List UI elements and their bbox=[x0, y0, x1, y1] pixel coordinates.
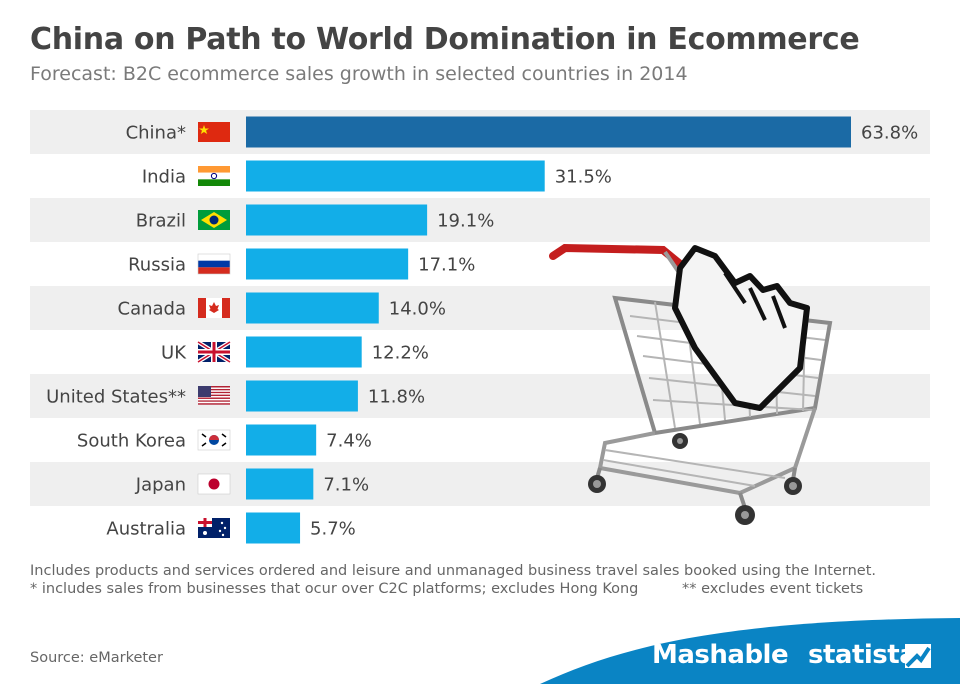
data-label: 11.8% bbox=[368, 387, 425, 408]
data-label: 17.1% bbox=[418, 255, 475, 276]
data-label: 5.7% bbox=[310, 519, 356, 540]
row-stripe bbox=[30, 462, 930, 506]
bar bbox=[246, 116, 851, 148]
footnote-scope: Includes products and services ordered a… bbox=[30, 563, 876, 579]
china-flag-icon bbox=[198, 122, 230, 142]
uk-flag-icon bbox=[196, 340, 232, 364]
data-label: 31.5% bbox=[555, 167, 612, 188]
bar bbox=[246, 424, 317, 456]
chart-title: China on Path to World Domination in Eco… bbox=[30, 22, 860, 57]
bar bbox=[246, 160, 545, 192]
bar bbox=[246, 336, 362, 368]
row-stripe bbox=[30, 198, 930, 242]
data-label: 19.1% bbox=[437, 211, 494, 232]
footnote-china: * includes sales from businesses that oc… bbox=[30, 581, 639, 597]
data-label: 7.4% bbox=[326, 431, 372, 452]
mashable-logo[interactable]: Mashable bbox=[652, 640, 789, 670]
canada-flag-icon bbox=[198, 298, 230, 318]
category-label: Russia bbox=[128, 255, 186, 276]
category-label: Japan bbox=[135, 475, 186, 496]
chart-subtitle: Forecast: B2C ecommerce sales growth in … bbox=[30, 63, 688, 85]
bar bbox=[246, 248, 409, 280]
category-label: India bbox=[142, 167, 186, 188]
category-label: Brazil bbox=[136, 211, 186, 232]
statista-logo[interactable]: statista bbox=[808, 640, 917, 670]
south-korea-flag-icon bbox=[197, 429, 231, 451]
data-label: 7.1% bbox=[323, 475, 369, 496]
category-label: South Korea bbox=[77, 431, 186, 452]
data-label: 14.0% bbox=[389, 299, 446, 320]
india-flag-icon bbox=[198, 166, 230, 186]
bar bbox=[246, 292, 379, 324]
category-label: UK bbox=[161, 343, 187, 364]
source-label: Source: eMarketer bbox=[30, 650, 163, 666]
bar bbox=[246, 204, 428, 236]
statista-mark-icon bbox=[905, 644, 931, 668]
shopping-cart-with-pointer-hand-icon bbox=[549, 243, 833, 525]
russia-flag-icon bbox=[197, 253, 231, 275]
australia-flag-icon bbox=[198, 518, 230, 538]
data-label: 12.2% bbox=[372, 343, 429, 364]
bar bbox=[246, 380, 358, 412]
category-label: United States** bbox=[46, 387, 186, 408]
bar bbox=[246, 468, 314, 500]
category-label: China* bbox=[126, 123, 186, 144]
footnote-us: ** excludes event tickets bbox=[682, 581, 864, 597]
brazil-flag-icon bbox=[198, 210, 230, 230]
data-label: 63.8% bbox=[861, 123, 918, 144]
brand-band bbox=[540, 618, 960, 684]
japan-flag-icon bbox=[197, 473, 231, 495]
bar bbox=[246, 512, 301, 544]
usa-flag-icon bbox=[198, 386, 230, 405]
category-label: Australia bbox=[106, 519, 186, 540]
category-label: Canada bbox=[118, 299, 187, 320]
